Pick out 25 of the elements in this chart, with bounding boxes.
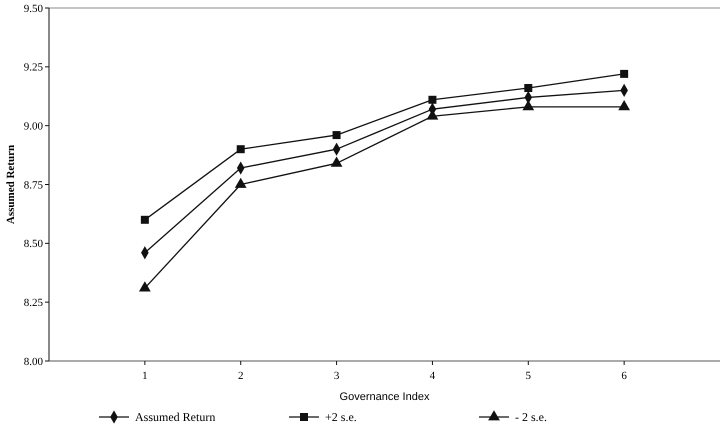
point (524, 84, 532, 92)
x-tick-label: 6 (621, 370, 628, 382)
y-axis-title: Assumed Return (5, 144, 17, 224)
point (330, 156, 342, 167)
point (140, 216, 149, 224)
x-tick-label: 3 (334, 370, 340, 382)
point (332, 131, 341, 140)
point (236, 145, 245, 154)
y-tick-label: 9.00 (24, 120, 44, 133)
x-tick-label: 2 (238, 370, 244, 382)
y-tick-label: 9.25 (24, 62, 44, 74)
y-tick-label: 8.00 (24, 356, 44, 368)
x-tick-label: 1 (142, 370, 148, 382)
y-tick-label: 8.75 (24, 179, 44, 192)
legend-label: Assumed Return (135, 410, 216, 424)
legend-label: - 2 s.e. (515, 410, 547, 424)
x-tick-label: 5 (526, 370, 532, 382)
legend-label: +2 s.e. (325, 410, 357, 424)
y-tick-label: 8.50 (24, 238, 44, 250)
point (428, 96, 436, 104)
x-tick-label: 4 (430, 370, 436, 382)
x-axis-title: Governance Index (340, 391, 430, 403)
y-tick-label: 9.50 (24, 2, 44, 15)
point (620, 70, 628, 78)
y-tick-label: 8.25 (24, 297, 44, 310)
